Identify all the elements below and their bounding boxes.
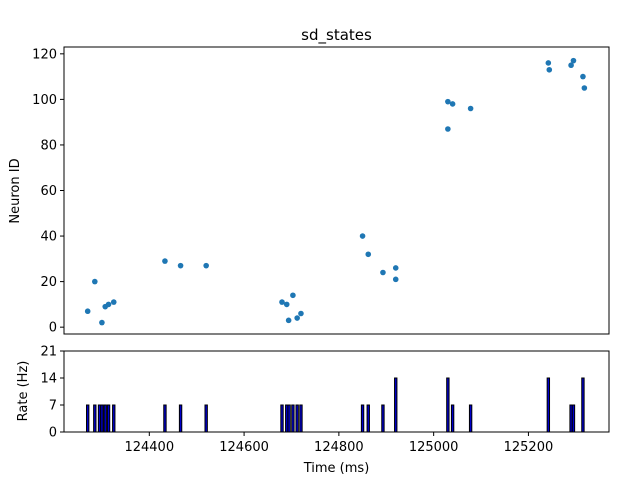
spike-point [99,319,105,326]
rate-bar [450,404,455,433]
rate-bar [546,377,551,433]
x-tick-label: 124400 [124,440,174,455]
y-tick-label: 100 [32,93,57,108]
spike-point [580,73,586,80]
x-axis-label-time: Time (ms) [303,461,370,476]
x-tick-label: 125200 [504,440,554,455]
rate-bar [163,404,167,433]
top-y-ticks: 0 20 40 60 80 100 120 [32,47,64,336]
raster-plot-panel: sd_states Neuron ID 0 20 40 60 80 100 120 [8,26,610,336]
spike-point [359,233,366,239]
rate-bar [100,404,104,433]
y-axis-label-rate: Rate (Hz) [16,361,31,422]
spike-point [581,85,588,91]
bottom-y-ticks: 0 7 14 21 [40,345,64,441]
spike-point [92,278,98,285]
spike-point [290,292,296,299]
rate-bar [446,377,450,433]
rate-bar [291,404,295,433]
spike-point [285,317,292,324]
spike-point [545,60,552,66]
spike-point [568,62,574,69]
bottom-axes-frame [63,350,610,433]
spike-points [84,57,588,326]
spike-point [162,258,168,264]
rate-bar [280,404,284,433]
rate-bar [581,377,585,433]
y-tick-label: 0 [49,321,57,336]
y-tick-label: 60 [40,184,57,199]
rate-bar [468,404,473,433]
rate-bar [103,404,107,433]
y-axis-label-neuron-id: Neuron ID [8,158,23,223]
rate-bar [360,404,365,433]
y-tick-label: 14 [40,372,57,387]
spike-point [445,98,451,105]
x-tick-label: 124600 [219,440,269,455]
x-tick-label: 125000 [409,440,459,455]
rate-bar [287,404,291,433]
rate-bar [112,404,116,433]
spike-point [365,251,372,258]
y-tick-label: 21 [40,345,57,360]
spike-point [283,301,290,308]
y-tick-label: 20 [40,275,57,290]
rate-bar [381,404,385,433]
x-tick-label: 124800 [314,440,364,455]
rate-bar [86,404,90,433]
spike-point [392,265,399,271]
spike-point [570,57,577,64]
spike-point [105,301,112,308]
y-tick-label: 7 [49,399,57,414]
y-tick-label: 120 [32,47,57,62]
rate-bar [394,377,398,433]
spike-point [279,299,285,305]
rate-bar [299,404,303,433]
spike-point [467,105,474,112]
rate-bar [204,404,208,433]
rate-bars [86,377,585,433]
spike-point [177,262,184,269]
spike-point [84,308,91,315]
spike-point [203,262,209,269]
rate-bar [295,404,299,433]
top-axes-frame [63,46,610,335]
chart-title: sd_states [301,26,372,45]
rate-bar [106,404,111,433]
rate-bar [366,404,370,433]
y-tick-label: 40 [40,230,57,245]
y-tick-label: 0 [49,426,57,441]
spike-point [298,310,304,317]
rate-bar [93,404,97,433]
y-tick-label: 80 [40,138,57,153]
rate-bar [571,404,576,433]
spike-point [294,315,300,321]
spike-point [110,299,117,305]
rate-bar [178,404,183,433]
spike-point [380,269,386,276]
spike-point [449,101,456,107]
spike-point [445,126,451,132]
spike-point [392,276,399,283]
spike-point [546,66,553,73]
bottom-x-ticks: 124400 124600 124800 125000 125200 [124,432,553,455]
